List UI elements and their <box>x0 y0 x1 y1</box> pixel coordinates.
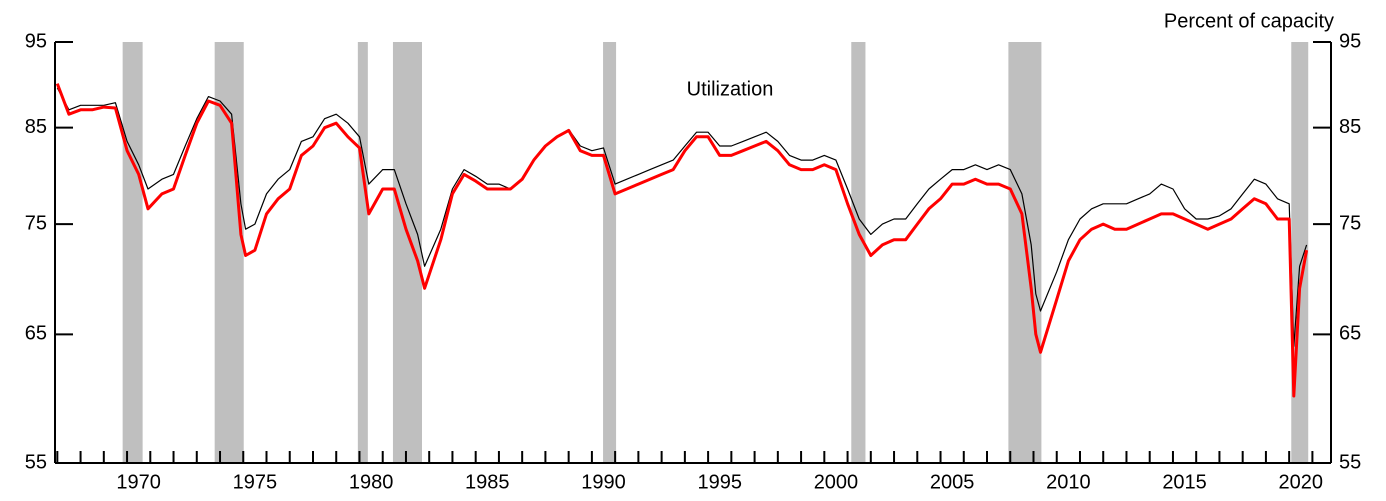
recession-band <box>392 42 422 463</box>
y2-tick-label: 85 <box>1339 116 1361 138</box>
y-tick-label: 75 <box>25 212 47 234</box>
y2-tick-label: 75 <box>1339 212 1361 234</box>
y-tick-label: 65 <box>25 323 47 345</box>
x-tick-label: 2015 <box>1162 471 1207 493</box>
x-tick-label: 1980 <box>349 471 394 493</box>
x-tick-label: 2005 <box>930 471 975 493</box>
annotation: Utilization <box>687 78 774 100</box>
x-tick-label: 1985 <box>465 471 510 493</box>
x-tick-label: 2020 <box>1279 471 1324 493</box>
series-line <box>56 87 1308 347</box>
y-tick-label: 95 <box>25 30 47 52</box>
y2-tick-label: 65 <box>1339 323 1361 345</box>
chart-title: Percent of capacity <box>1164 10 1334 32</box>
y-tick-label: 55 <box>25 451 47 473</box>
y-tick-label: 85 <box>25 116 47 138</box>
y2-tick-label: 55 <box>1339 451 1361 473</box>
x-tick-label: 1995 <box>697 471 742 493</box>
x-tick-label: 1990 <box>581 471 626 493</box>
recession-band <box>122 42 143 463</box>
recession-band <box>851 42 866 463</box>
x-tick-label: 1975 <box>233 471 278 493</box>
recession-band <box>357 42 368 463</box>
x-tick-label: 2010 <box>1046 471 1091 493</box>
recession-band <box>1008 42 1042 463</box>
series-line <box>55 83 1309 398</box>
x-tick-label: 1970 <box>116 471 161 493</box>
x-tick-label: 2000 <box>814 471 859 493</box>
recession-band <box>603 42 617 463</box>
y2-tick-label: 95 <box>1339 30 1361 52</box>
